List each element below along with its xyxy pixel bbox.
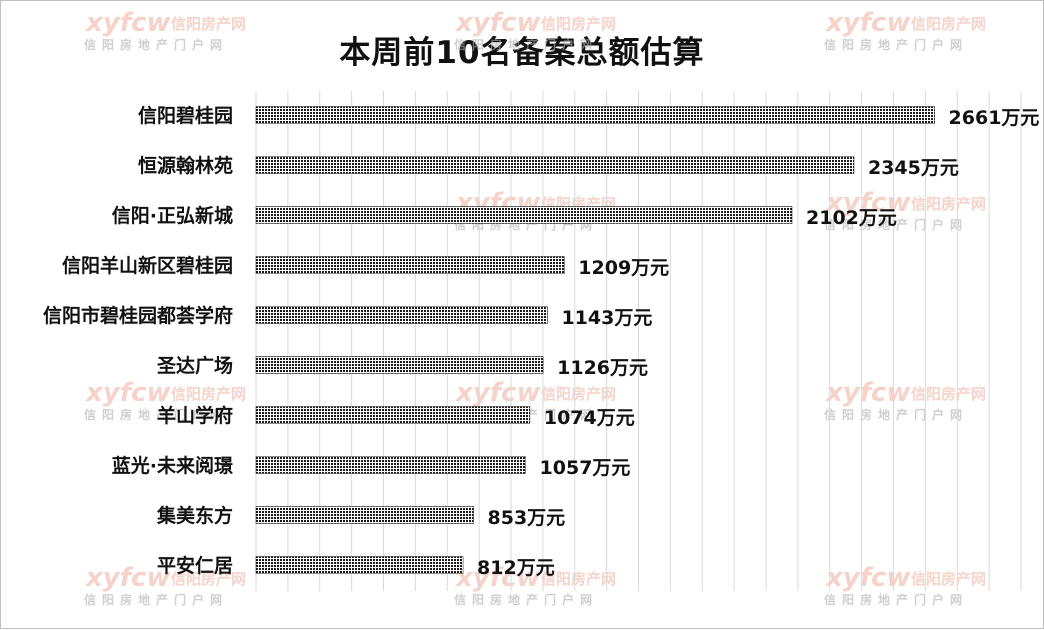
watermark-text: 信阳房产网 <box>911 15 986 33</box>
watermark-text: 信阳房产网 <box>541 570 616 588</box>
watermark-text: 信阳房产网 <box>911 385 986 403</box>
bar <box>255 156 855 174</box>
watermark-logo: xyfcw <box>824 378 911 408</box>
watermark-text: 信阳房产网 <box>911 570 986 588</box>
watermark-logo: xyfcw <box>454 8 541 38</box>
chart-title: 本周前10名备案总额估算 <box>339 35 705 71</box>
category-label: 信阳碧桂园 <box>138 104 233 127</box>
bar <box>255 256 565 274</box>
value-label: 2661万元 <box>949 107 1040 129</box>
watermark-text: 信阳房产网 <box>171 570 246 588</box>
watermark-text: 信阳房产网 <box>171 15 246 33</box>
value-label: 1143万元 <box>561 307 652 329</box>
watermark-subtext: 信阳房地产门户网 <box>824 37 968 52</box>
category-label: 集美东方 <box>156 504 233 527</box>
watermark-logo: xyfcw <box>84 378 171 408</box>
watermark-logo: xyfcw <box>454 563 541 593</box>
watermark-logo: xyfcw <box>824 563 911 593</box>
value-label: 1126万元 <box>557 357 648 379</box>
category-label: 蓝光·未来阅璟 <box>112 454 233 477</box>
category-label: 信阳羊山新区碧桂园 <box>62 254 233 277</box>
bar <box>255 106 935 124</box>
watermark-subtext: 信阳房地产门户网 <box>824 592 968 607</box>
watermark-logo: xyfcw <box>84 563 171 593</box>
value-label: 1074万元 <box>544 407 635 429</box>
watermark-text: 信阳房产网 <box>171 385 246 403</box>
watermark-logo: xyfcw <box>454 378 541 408</box>
bar <box>255 406 531 424</box>
category-label: 平安仁居 <box>157 554 233 577</box>
watermark-subtext: 信阳房地产门户网 <box>824 407 968 422</box>
value-label: 2345万元 <box>868 157 959 179</box>
category-label: 信阳·正弘新城 <box>112 204 233 227</box>
category-label: 圣达广场 <box>157 354 233 377</box>
bar <box>255 506 474 524</box>
category-label: 羊山学府 <box>157 404 233 427</box>
watermark-subtext: 信阳房地产门户网 <box>84 592 228 607</box>
watermark-subtext: 信阳房地产门户网 <box>454 592 598 607</box>
bar <box>255 356 544 374</box>
watermark-subtext: 信阳房地产门户网 <box>454 37 598 52</box>
value-label: 2102万元 <box>806 207 897 229</box>
category-label: 信阳市碧桂园都荟学府 <box>43 304 233 327</box>
watermark-subtext: 信阳房地产门户网 <box>84 37 228 52</box>
watermark-subtext: 信阳房地产门户网 <box>84 407 228 422</box>
value-label: 812万元 <box>477 557 555 579</box>
bar <box>255 556 464 574</box>
bar <box>255 306 548 324</box>
bar <box>255 456 526 474</box>
bar <box>255 206 793 224</box>
watermark-text: 信阳房产网 <box>541 385 616 403</box>
watermark-logo: xyfcw <box>824 188 911 218</box>
value-label: 853万元 <box>488 507 566 529</box>
category-label: 恒源翰林苑 <box>138 154 233 177</box>
bars <box>255 106 935 574</box>
watermark-text: 信阳房产网 <box>911 195 986 213</box>
value-label: 1057万元 <box>540 457 631 479</box>
watermark-logo: xyfcw <box>824 8 911 38</box>
watermark-text: 信阳房产网 <box>541 15 616 33</box>
watermark-logo: xyfcw <box>84 8 171 38</box>
value-label: 1209万元 <box>578 257 669 279</box>
